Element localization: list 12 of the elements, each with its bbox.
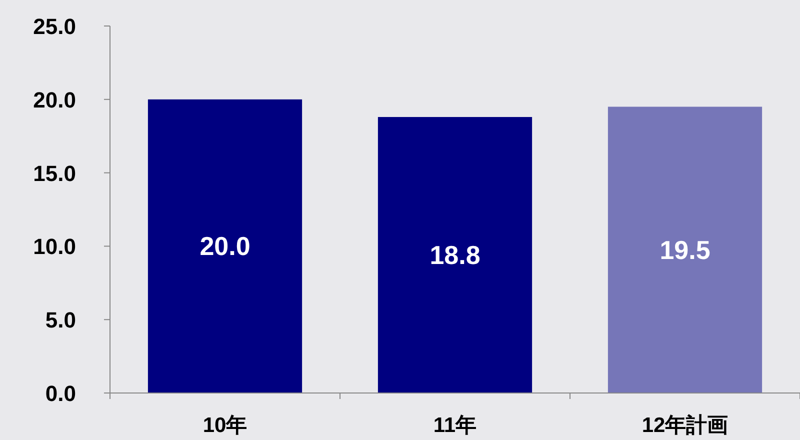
x-tick-label: 10年 bbox=[202, 414, 248, 437]
y-tick-label: 10.0 bbox=[33, 234, 76, 260]
x-tick-label: 11年 bbox=[433, 414, 477, 437]
y-tick-label: 20.0 bbox=[33, 87, 76, 112]
data-label: 18.8 bbox=[430, 240, 480, 270]
data-label: 20.0 bbox=[200, 231, 250, 262]
data-label: 19.5 bbox=[660, 234, 710, 265]
x-tick-label: 12年計画 bbox=[642, 414, 728, 437]
y-tick-label: 0.0 bbox=[45, 381, 76, 406]
y-tick-label: 25.0 bbox=[33, 14, 76, 39]
y-tick-label: 5.0 bbox=[45, 308, 76, 333]
y-tick-label: 15.0 bbox=[33, 160, 76, 186]
